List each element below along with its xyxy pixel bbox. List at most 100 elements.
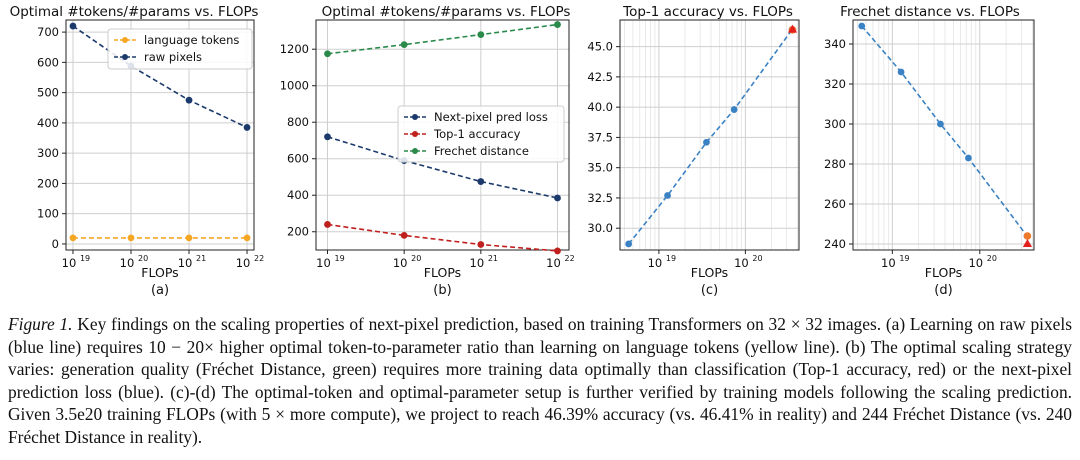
data-point [703, 138, 710, 146]
y-tick-label: 35.0 [587, 161, 613, 175]
caption-text: Key findings on the scaling properties o… [8, 314, 1073, 447]
y-tick-label: 1200 [280, 42, 309, 56]
y-tick-label: 1000 [280, 79, 309, 93]
data-point [243, 124, 251, 131]
chart-title: Frechet distance vs. FLOPs [840, 4, 1020, 20]
series-line [861, 25, 1028, 237]
y-tick-label: 42.5 [587, 70, 613, 84]
legend-label: language tokens [144, 33, 239, 47]
x-tick-label: 10 [546, 256, 561, 270]
x-axis-label: FLOPs [925, 265, 962, 280]
legend-label: Top-1 accuracy [433, 127, 521, 141]
y-tick-label: 700 [37, 25, 59, 39]
y-tick-label: 400 [37, 116, 59, 130]
series-frechet-distance [324, 21, 561, 58]
data-point [69, 234, 77, 242]
x-tick-label: 10 [316, 256, 331, 270]
series-line [327, 136, 558, 199]
legend-box [107, 28, 253, 70]
data-point [185, 96, 193, 104]
data-point [243, 234, 251, 242]
legend-label: raw pixels [144, 50, 202, 64]
series-reality [1022, 239, 1033, 247]
data-point [554, 247, 561, 255]
series-language-tokens [69, 234, 251, 242]
legend-box [397, 105, 565, 163]
series-line [72, 25, 248, 129]
x-axis-label: FLOPs [691, 265, 728, 280]
panel-label: (d) [934, 283, 952, 298]
series-line [327, 23, 558, 55]
y-tick-label: 32.5 [587, 191, 613, 205]
panel-label: (a) [151, 283, 169, 298]
x-tick-exponent: 19 [335, 254, 345, 263]
legend-marker [412, 148, 418, 154]
y-tick-label: 320 [824, 77, 846, 91]
y-tick-label: 800 [287, 115, 309, 129]
chart-panel-b: Optimal #tokens/#params vs. FLOPs 200 400 6… [280, 4, 575, 298]
y-tick-label: 37.5 [587, 130, 613, 144]
y-tick-label: 200 [287, 225, 309, 239]
data-point [1023, 232, 1032, 240]
series-projected [1023, 232, 1032, 240]
series-reality [787, 24, 798, 33]
data-point [625, 240, 633, 248]
data-point [324, 50, 331, 58]
x-axis-label: FLOPs [424, 265, 461, 280]
legend-marker [412, 131, 418, 137]
data-point [324, 133, 331, 141]
legend-label: Frechet distance [434, 144, 529, 158]
data-point [477, 31, 485, 39]
legend-marker [122, 54, 128, 60]
x-tick-exponent: 20 [138, 254, 148, 263]
x-tick-exponent: 19 [899, 254, 909, 263]
legend: Next-pixel pred loss Top-1 accuracy Freche… [397, 105, 565, 163]
figure-caption: Figure 1. Key findings on the scaling pr… [8, 313, 1072, 449]
x-tick-label: 10 [120, 256, 135, 270]
data-point [400, 41, 408, 49]
data-point [965, 154, 972, 162]
y-tick-label: 45.0 [587, 40, 613, 54]
legend-label: Next-pixel pred loss [434, 110, 548, 124]
x-tick-exponent: 22 [565, 254, 575, 263]
x-tick-label: 10 [968, 256, 983, 270]
y-tick-label: 0 [52, 237, 59, 251]
x-tick-exponent: 20 [987, 254, 997, 263]
chart-title: Top-1 accuracy vs. FLOPs [622, 4, 793, 20]
panel-label: (b) [433, 283, 451, 298]
data-point [477, 241, 485, 248]
series-measured [625, 26, 796, 248]
series-top-1-accuracy [324, 221, 561, 255]
data-point [937, 120, 944, 128]
plot-frame [315, 19, 570, 251]
plot-frame [65, 19, 255, 251]
y-tick-label: 400 [287, 188, 309, 202]
y-tick-label: 100 [37, 207, 59, 221]
x-tick-label: 10 [62, 256, 77, 270]
y-tick-label: 280 [824, 157, 846, 171]
x-tick-exponent: 20 [752, 254, 762, 263]
data-point [324, 221, 331, 228]
x-tick-exponent: 21 [196, 254, 206, 263]
plot-frame [619, 19, 800, 251]
x-tick-label: 10 [648, 256, 663, 270]
x-tick-label: 10 [236, 256, 251, 270]
legend-marker [122, 37, 128, 43]
chart-panel-d: Frechet distance vs. FLOPs 240 260 280 300 32… [824, 4, 1035, 298]
series-line [327, 223, 558, 252]
data-point [730, 106, 738, 113]
x-tick-label: 10 [734, 256, 749, 270]
legend-marker [412, 114, 418, 120]
data-point [400, 231, 408, 239]
data-point [185, 234, 193, 242]
data-point [127, 234, 135, 242]
y-tick-label: 200 [37, 176, 59, 190]
data-point [69, 22, 77, 30]
x-tick-exponent: 19 [80, 254, 90, 263]
data-point [664, 192, 671, 199]
y-tick-label: 600 [37, 55, 59, 69]
chart-title: Optimal #tokens/#params vs. FLOPs [322, 4, 571, 20]
chart-panel-a: Optimal #tokens/#params vs. FLOPs 0 100 200… [10, 4, 265, 298]
x-axis-label: FLOPs [141, 265, 178, 280]
x-tick-label: 10 [393, 256, 408, 270]
